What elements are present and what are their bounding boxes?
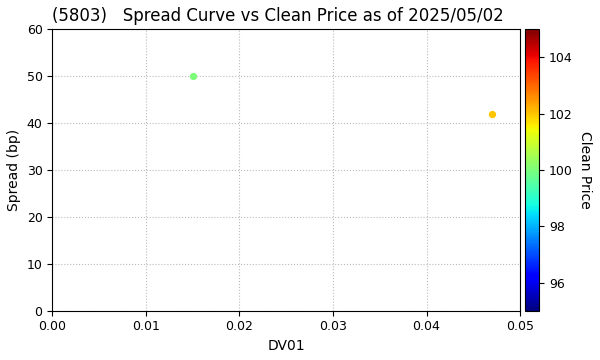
Y-axis label: Spread (bp): Spread (bp) [7,129,21,211]
Point [188,73,197,79]
Point [487,111,497,117]
Text: (5803)   Spread Curve vs Clean Price as of 2025/05/02: (5803) Spread Curve vs Clean Price as of… [52,7,504,25]
Y-axis label: Clean Price: Clean Price [578,131,592,209]
X-axis label: DV01: DV01 [268,339,305,353]
